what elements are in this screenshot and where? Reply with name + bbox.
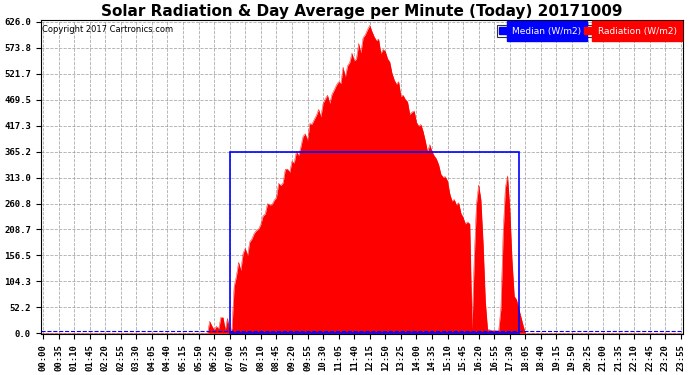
Title: Solar Radiation & Day Average per Minute (Today) 20171009: Solar Radiation & Day Average per Minute… (101, 4, 622, 19)
Bar (230, 152, 519, 333)
Legend: Median (W/m2), Radiation (W/m2): Median (W/m2), Radiation (W/m2) (497, 25, 679, 38)
Text: Copyright 2017 Cartronics.com: Copyright 2017 Cartronics.com (42, 25, 173, 34)
